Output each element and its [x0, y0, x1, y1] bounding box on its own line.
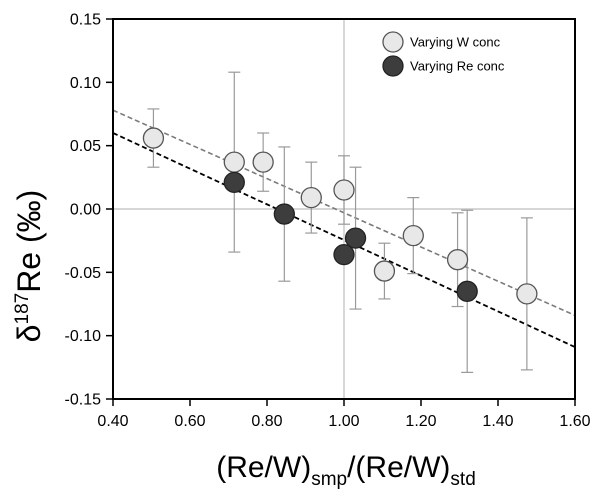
x-tick-label: 0.40: [97, 413, 128, 430]
x-tick-label: 1.60: [559, 413, 590, 430]
data-point-s2-p3: [333, 243, 355, 266]
y-tick-label: -0.10: [65, 328, 102, 345]
x-axis-label-part1: (Re/W): [216, 451, 311, 484]
x-tick-label: 1.00: [328, 413, 359, 430]
legend-entry-1: Varying W conc: [382, 31, 501, 53]
data-point-s1-p2: [223, 151, 245, 173]
legend: Varying W conc Varying Re conc: [382, 31, 505, 77]
y-tick-label: 0.00: [70, 202, 101, 219]
y-tick-label: -0.05: [65, 265, 102, 282]
y-tick-label: -0.15: [65, 392, 102, 409]
data-point-s1-p3: [252, 151, 274, 173]
data-point-s2-p4: [344, 227, 367, 249]
error-bars: [147, 71, 533, 373]
data-points: [142, 127, 538, 305]
y-axis-label-superscript: 187: [12, 293, 33, 325]
data-point-s2-p5: [456, 280, 478, 302]
y-axis-label-rest: Re (‰): [11, 190, 47, 293]
data-point-s1-p9: [516, 283, 538, 305]
fit-line-series-2: [112, 132, 576, 348]
data-point-s1-p5: [333, 179, 355, 201]
legend-marker: [382, 55, 404, 77]
x-axis-label: (Re/W)smp/(Re/W)std: [216, 451, 476, 490]
y-axis-ticks: -0.15 -0.10 -0.05 0.00 0.05 0.10 0.15: [65, 12, 113, 409]
y-tick-label: 0.15: [70, 12, 101, 29]
legend-entry-2: Varying Re conc: [382, 55, 505, 77]
data-point-s1-p7: [402, 224, 424, 247]
legend-label: Varying Re conc: [410, 59, 505, 74]
data-point-s1-p8: [446, 249, 469, 271]
data-point-s2-p2: [273, 203, 295, 225]
x-axis-ticks: 0.40 0.60 0.80 1.00 1.20 1.40 1.60: [97, 399, 591, 430]
x-axis-label-part2: /(Re/W): [347, 451, 450, 484]
data-point-s2-p1: [223, 171, 245, 194]
x-tick-label: 1.40: [482, 413, 513, 430]
data-point-s1-p1: [142, 127, 165, 149]
x-axis-label-sub1: smp: [311, 469, 347, 490]
x-tick-label: 1.20: [405, 413, 436, 430]
data-point-s1-p6: [373, 260, 396, 282]
legend-marker: [382, 31, 404, 53]
legend-label: Varying W conc: [410, 35, 501, 50]
y-axis-label-delta: δ: [11, 325, 47, 343]
y-tick-label: 0.10: [70, 75, 101, 92]
y-axis-label: δ187Re (‰): [11, 190, 47, 343]
x-axis-label-sub2: std: [450, 469, 475, 490]
data-point-s1-p4: [300, 186, 322, 209]
x-tick-label: 0.60: [174, 413, 205, 430]
y-tick-label: 0.05: [70, 138, 101, 155]
x-tick-label: 0.80: [251, 413, 282, 430]
